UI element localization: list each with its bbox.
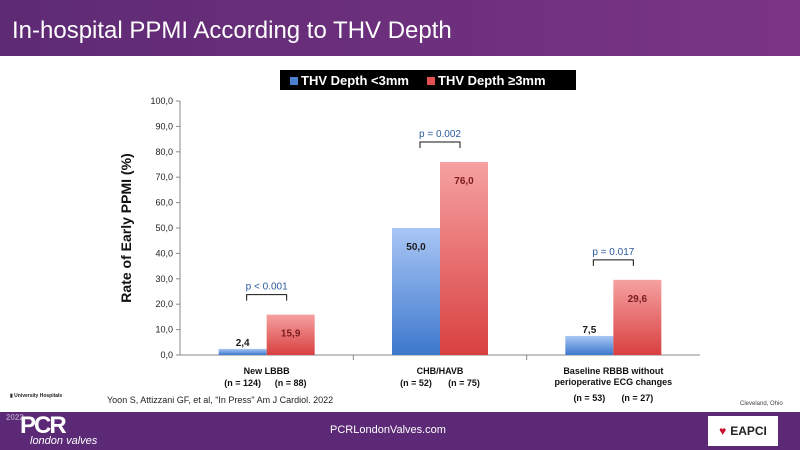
data-label: 29,6 bbox=[628, 294, 648, 305]
y-tick-label: 40,0 bbox=[155, 248, 173, 258]
title-bar: In-hospital PPMI According to THV Depth bbox=[0, 0, 800, 56]
n-label: (n = 88) bbox=[275, 378, 307, 388]
bar-lt3mm bbox=[565, 335, 614, 355]
website-link[interactable]: PCRLondonValves.com bbox=[330, 424, 446, 436]
y-tick-label: 60,0 bbox=[155, 198, 173, 208]
y-tick-label: 90,0 bbox=[155, 121, 173, 131]
data-label: 2,4 bbox=[236, 338, 250, 349]
y-tick-label: 80,0 bbox=[155, 147, 173, 157]
data-label: 76,0 bbox=[454, 176, 474, 187]
bar-ge3mm bbox=[440, 161, 488, 355]
y-axis-label: Rate of Early PPMI (%) bbox=[118, 153, 134, 302]
legend-item-lt3: THV Depth <3mm bbox=[290, 73, 409, 88]
significance-bracket bbox=[419, 141, 461, 148]
pcr-logo: PCR london valves bbox=[20, 412, 98, 447]
n-label: (n = 53) bbox=[573, 393, 605, 403]
data-label: 15,9 bbox=[281, 329, 301, 340]
university-hospitals-logo: ▮ University Hospitals bbox=[10, 393, 63, 399]
y-tick-label: 10,0 bbox=[155, 325, 173, 335]
category-label: Baseline RBBB without bbox=[563, 366, 663, 376]
y-tick-label: 50,0 bbox=[155, 223, 173, 233]
data-label: 7,5 bbox=[582, 325, 596, 336]
n-label: (n = 52) bbox=[400, 378, 432, 388]
y-tick-label: 0,0 bbox=[160, 350, 173, 360]
y-tick-label: 30,0 bbox=[155, 274, 173, 284]
bar-chart: 0,0 10,0 20,0 30,0 40,0 50,0 60,0 70,0 80,0 90,0 1… bbox=[118, 96, 700, 403]
data-label: 50,0 bbox=[406, 242, 426, 253]
footer bbox=[0, 412, 800, 450]
y-tick-label: 70,0 bbox=[155, 172, 173, 182]
slide-title: In-hospital PPMI According to THV Depth bbox=[12, 17, 452, 44]
y-tick-label: 20,0 bbox=[155, 299, 173, 309]
bar-lt3mm bbox=[218, 348, 267, 355]
bar-ge3mm bbox=[613, 279, 662, 355]
n-label: (n = 27) bbox=[621, 393, 653, 403]
p-value: p = 0.017 bbox=[592, 247, 634, 258]
p-value: p = 0.002 bbox=[419, 129, 461, 140]
category-label: CHB/HAVB bbox=[417, 366, 464, 376]
category-label: New LBBB bbox=[244, 366, 291, 376]
significance-bracket bbox=[246, 294, 288, 301]
n-label: (n = 75) bbox=[448, 378, 480, 388]
location: Cleveland, Ohio bbox=[740, 401, 783, 407]
legend-item-ge3: THV Depth ≥3mm bbox=[427, 73, 546, 88]
eapci-logo: ♥ EAPCI bbox=[708, 416, 778, 446]
legend: THV Depth <3mm THV Depth ≥3mm bbox=[280, 70, 576, 90]
y-tick-label: 100,0 bbox=[150, 96, 173, 106]
category-label: perioperative ECG changes bbox=[555, 377, 673, 387]
reference: Yoon S, Attizzani GF, et al, "In Press" … bbox=[107, 395, 334, 405]
p-value: p < 0.001 bbox=[246, 282, 288, 293]
bar-lt3mm bbox=[392, 228, 440, 355]
n-label: (n = 124) bbox=[224, 378, 261, 388]
year: 2022 bbox=[6, 414, 24, 422]
significance-bracket bbox=[592, 259, 634, 266]
bar-ge3mm bbox=[266, 314, 315, 355]
